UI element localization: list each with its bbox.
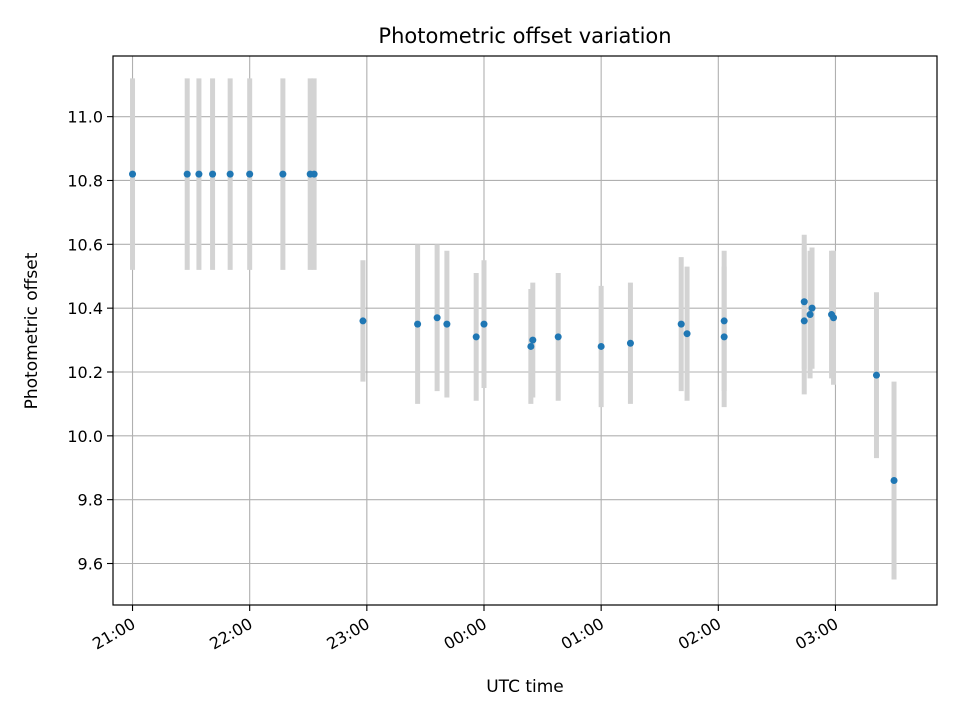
data-point: [433, 314, 441, 322]
y-tick-label: 10.0: [67, 427, 103, 446]
data-point: [683, 330, 691, 338]
data-point: [472, 333, 480, 341]
x-axis-label: UTC time: [486, 677, 564, 697]
data-point: [808, 304, 816, 312]
data-point: [129, 170, 137, 178]
data-point: [800, 298, 808, 306]
y-tick-label: 11.0: [67, 108, 103, 127]
data-point: [414, 320, 422, 328]
data-point: [226, 170, 234, 178]
data-point: [359, 317, 367, 325]
data-point: [677, 320, 685, 328]
data-point: [279, 170, 287, 178]
data-point: [183, 170, 191, 178]
data-point: [195, 170, 203, 178]
data-point: [527, 342, 535, 350]
plot-frame: [112, 55, 938, 606]
data-point: [529, 336, 537, 344]
y-tick-label: 10.4: [67, 299, 103, 318]
data-point: [597, 342, 605, 350]
data-point: [720, 333, 728, 341]
chart-title: Photometric offset variation: [378, 24, 671, 48]
y-tick-label: 9.8: [78, 491, 103, 510]
y-axis-ticks: 9.6 9.8 10.0 10.2 10.4 10.6 10.8 11.0: [67, 108, 113, 574]
data-point: [806, 311, 814, 319]
y-tick-label: 10.2: [67, 363, 103, 382]
y-tick-label: 10.8: [67, 171, 103, 190]
y-tick-label: 9.6: [78, 555, 103, 574]
data-point: [310, 170, 318, 178]
data-point: [443, 320, 451, 328]
data-point: [626, 339, 634, 347]
data-point: [890, 477, 898, 485]
data-point: [830, 314, 838, 322]
data-point: [554, 333, 562, 341]
data-point: [209, 170, 217, 178]
data-point: [872, 371, 880, 379]
data-point: [800, 317, 808, 325]
data-point: [246, 170, 254, 178]
y-tick-label: 10.6: [67, 235, 103, 254]
y-axis-label: Photometric offset: [22, 252, 42, 409]
data-point: [720, 317, 728, 325]
data-points: [129, 170, 898, 485]
data-point: [480, 320, 488, 328]
